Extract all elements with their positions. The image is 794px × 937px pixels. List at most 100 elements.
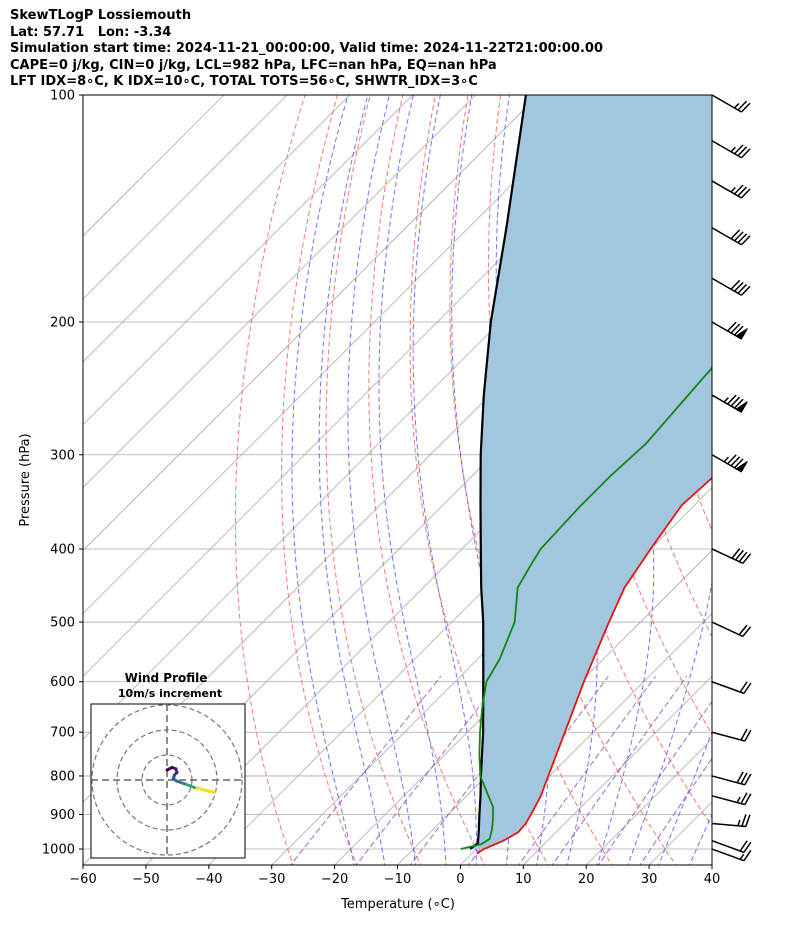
barb-feather — [736, 771, 744, 784]
wind-barb — [711, 394, 748, 413]
barb-feather — [740, 772, 748, 785]
x-tick-label: −10 — [384, 872, 411, 887]
x-tick-label: −30 — [258, 872, 285, 887]
barb-shaft — [711, 848, 745, 862]
barb-feather — [727, 321, 737, 332]
wind-barb — [711, 277, 751, 296]
barb-feather — [733, 184, 744, 195]
dry-adiabat — [409, 95, 549, 865]
wind-barb — [711, 771, 752, 786]
isotherm — [334, 487, 712, 865]
barb-shaft — [711, 822, 746, 828]
indices-line-1: CAPE=0 j/kg, CIN=0 j/kg, LCL=982 hPa, LF… — [10, 57, 497, 73]
barb-half-feather — [730, 146, 736, 153]
dry-adiabat — [234, 95, 306, 865]
wind-barb — [711, 814, 751, 828]
x-tick-label: 0 — [456, 872, 464, 887]
moist-adiabat — [451, 95, 512, 865]
barb-feather — [741, 814, 747, 827]
y-tick-label: 800 — [50, 769, 75, 784]
y-tick-label: 100 — [50, 89, 75, 104]
y-tick-label: 200 — [50, 315, 75, 330]
barb-half-feather — [736, 796, 741, 803]
moist-adiabat — [291, 95, 355, 865]
hodograph-segment — [203, 788, 216, 794]
barb-feather — [740, 285, 751, 296]
moist-adiabat — [318, 95, 386, 865]
x-tick-label: −20 — [321, 872, 348, 887]
wind-barb — [711, 227, 751, 246]
barb-feather — [727, 394, 737, 405]
barb-feather — [738, 551, 748, 563]
data-layer — [460, 95, 712, 855]
moist-adiabat — [412, 95, 477, 865]
mixing-ratio-line — [551, 675, 688, 865]
location-line: Lat: 57.71 Lon: -3.34 — [10, 24, 172, 40]
isotherm — [523, 675, 712, 865]
barb-feather — [742, 626, 752, 637]
barb-half-feather — [739, 853, 745, 860]
barb-feather — [727, 454, 737, 465]
barb-shaft — [711, 277, 742, 296]
wind-barb — [711, 454, 748, 473]
barb-feather — [744, 793, 752, 805]
barb-shaft — [711, 621, 744, 638]
barb-shaft — [711, 795, 746, 806]
barb-feather — [740, 728, 748, 741]
barb-feather — [734, 549, 744, 561]
x-tick-label: −60 — [69, 872, 96, 887]
axes: −60 −50 −40 −30 −20 −10 0 10 20 30 40 100 200 300 400 5… — [42, 89, 720, 888]
barb-feather — [730, 323, 741, 334]
barb-half-feather — [723, 456, 729, 463]
barb-feather — [737, 283, 748, 294]
y-tick-label: 700 — [50, 726, 75, 741]
indices-line-2: LFT IDX=8∘C, K IDX=10∘C, TOTAL TOTS=56∘C… — [10, 74, 478, 89]
time-line: Simulation start time: 2024-11-21_00:00:… — [10, 41, 603, 56]
title-block: SkewTLogP Lossiemouth Lat: 57.71 Lon: -3… — [10, 8, 603, 91]
barb-feather — [743, 849, 752, 862]
moist-adiabat — [347, 95, 417, 865]
barb-feather — [740, 102, 751, 113]
barb-feather — [742, 553, 752, 564]
barb-half-feather — [737, 819, 741, 827]
hodograph-frame — [90, 703, 246, 859]
hodograph-segment — [165, 766, 174, 772]
barb-feather — [737, 233, 748, 244]
x-tick-label: −50 — [132, 872, 159, 887]
dry-adiabat — [325, 95, 422, 865]
barb-feather — [733, 325, 744, 336]
barb-feather — [730, 279, 741, 290]
mixing-ratio-line — [597, 700, 712, 865]
isotherm — [83, 95, 413, 426]
barb-shaft — [711, 731, 746, 742]
hodograph-plot — [91, 704, 245, 858]
x-tick-label: 40 — [704, 872, 721, 887]
barb-shaft — [711, 227, 742, 246]
hodograph-title: Wind Profile — [125, 671, 208, 685]
barb-half-feather — [733, 103, 740, 109]
barb-shaft — [711, 775, 746, 786]
barb-feather — [733, 281, 744, 292]
wind-barb — [711, 548, 752, 565]
barb-feather — [740, 235, 751, 246]
isotherm — [83, 95, 602, 614]
barb-feather — [730, 229, 741, 240]
wind-barb — [711, 681, 752, 695]
barb-feather — [740, 188, 751, 199]
barb-shaft — [711, 681, 745, 695]
x-tick-label: −40 — [195, 872, 222, 887]
barb-feather — [737, 146, 748, 157]
dry-adiabat — [281, 95, 358, 865]
moist-adiabat — [657, 730, 712, 865]
temperature-profile — [476, 476, 712, 855]
barb-feather — [733, 231, 744, 242]
x-axis-label: Temperature (∘C) — [340, 897, 455, 912]
x-tick-label: 10 — [515, 872, 532, 887]
wind-barbs — [711, 94, 752, 862]
dry-adiabat — [368, 95, 486, 865]
mixing-ratio-line — [639, 757, 712, 865]
barb-feather — [739, 840, 748, 852]
dry-adiabat — [760, 78, 794, 868]
moist-adiabat — [719, 95, 794, 868]
